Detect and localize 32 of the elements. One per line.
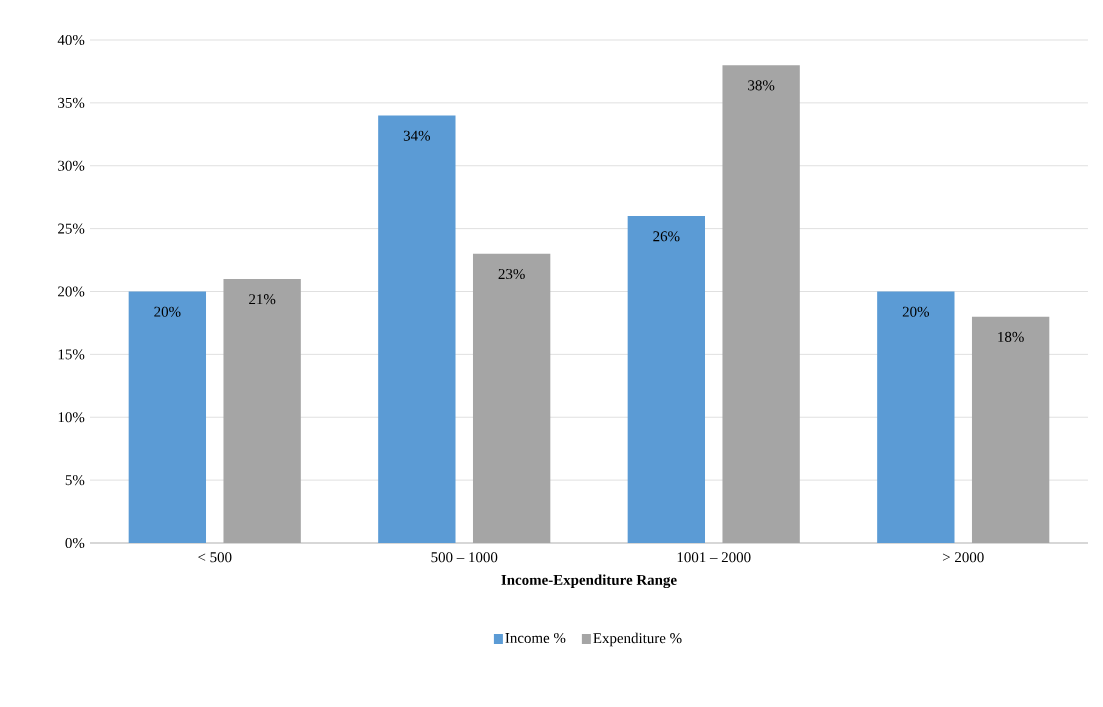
data-label: 20%: [154, 306, 181, 317]
data-label: 34%: [403, 130, 431, 141]
y-tick-label: 10%: [58, 412, 85, 423]
x-axis-title: Income-Expenditure Range: [501, 574, 677, 589]
x-tick-label: 1001 – 2000: [677, 552, 751, 563]
y-tick-label: 20%: [58, 286, 85, 297]
data-label: 18%: [998, 331, 1024, 342]
x-tick-label: < 500: [198, 552, 232, 563]
y-tick-label: 35%: [58, 97, 85, 108]
bar: [223, 278, 301, 543]
bar: [627, 216, 705, 543]
data-label: 20%: [902, 306, 930, 317]
y-tick-label: 0%: [65, 537, 85, 549]
data-label: 23%: [498, 268, 525, 280]
y-tick-label: 40%: [57, 34, 85, 46]
y-tick-label: 5%: [65, 475, 85, 486]
y-tick-label: 15%: [58, 349, 85, 360]
data-label: 26%: [653, 231, 680, 242]
bar: [378, 115, 456, 543]
x-tick-label: 500 – 1000: [431, 552, 498, 563]
data-label: 38%: [748, 80, 775, 91]
bar: [128, 291, 207, 543]
y-tick-label: 25%: [58, 223, 85, 234]
bar: [472, 253, 551, 543]
legend-label: Expenditure %: [593, 632, 682, 647]
data-label: 21%: [249, 294, 276, 305]
x-tick-label: > 2000: [942, 552, 984, 563]
legend-label: Income %: [505, 632, 566, 644]
bar: [877, 291, 955, 543]
bar: [722, 65, 800, 543]
y-tick-label: 30%: [58, 160, 85, 171]
bar: [971, 316, 1050, 543]
